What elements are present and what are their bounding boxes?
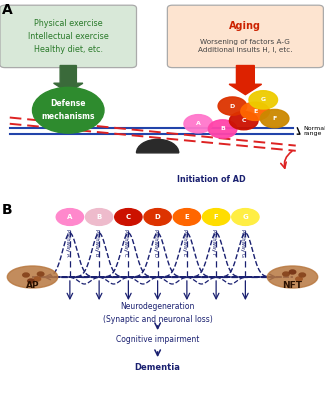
Text: Worsening of factors A-G
Additional insults H, I, etc.: Worsening of factors A-G Additional insu… [198, 38, 292, 53]
Circle shape [144, 209, 171, 226]
Ellipse shape [7, 266, 58, 288]
Text: G: G [261, 97, 266, 102]
Text: Physical exercise
Intellectual exercise
Healthy diet, etc.: Physical exercise Intellectual exercise … [28, 19, 109, 54]
Text: Dementia: Dementia [135, 362, 181, 372]
Text: A: A [2, 3, 12, 17]
Text: B: B [2, 203, 12, 217]
Circle shape [202, 209, 230, 226]
Ellipse shape [267, 266, 318, 288]
Text: F: F [214, 214, 218, 220]
Circle shape [37, 272, 44, 276]
Circle shape [229, 112, 258, 130]
Circle shape [299, 273, 305, 277]
Circle shape [208, 120, 237, 138]
Text: Pathway F: Pathway F [211, 229, 216, 256]
Circle shape [218, 97, 247, 115]
Text: Pathway D: Pathway D [153, 229, 158, 257]
Circle shape [173, 209, 201, 226]
Text: D: D [155, 214, 161, 220]
Text: Pathway E: Pathway E [182, 229, 187, 256]
Circle shape [260, 110, 289, 128]
Text: Pathway A: Pathway A [65, 229, 70, 256]
Text: AP: AP [26, 280, 39, 290]
Circle shape [115, 209, 142, 226]
Text: A: A [196, 121, 201, 126]
Text: D: D [230, 104, 235, 108]
Text: B: B [220, 126, 225, 132]
Circle shape [85, 209, 113, 226]
Text: C: C [241, 118, 246, 123]
Text: Cognitive impairment: Cognitive impairment [116, 334, 199, 344]
Circle shape [289, 270, 296, 274]
Circle shape [32, 87, 104, 133]
Circle shape [249, 91, 278, 109]
Wedge shape [136, 139, 179, 153]
FancyBboxPatch shape [0, 5, 136, 68]
Circle shape [296, 277, 302, 281]
Circle shape [28, 279, 34, 283]
Text: Pathway C: Pathway C [124, 229, 128, 256]
Circle shape [241, 102, 269, 120]
Circle shape [184, 115, 213, 133]
Circle shape [23, 273, 29, 277]
Text: Neurodegeneration
(Synaptic and neuronal loss): Neurodegeneration (Synaptic and neuronal… [103, 302, 213, 324]
Text: E: E [253, 109, 257, 114]
Circle shape [232, 209, 259, 226]
Circle shape [56, 209, 84, 226]
Text: Initiation of AD: Initiation of AD [177, 176, 246, 184]
Text: Pathway B: Pathway B [94, 229, 99, 256]
Circle shape [283, 272, 289, 276]
Text: B: B [97, 214, 102, 220]
Text: Aging: Aging [229, 21, 261, 31]
Circle shape [34, 277, 41, 281]
Text: G: G [242, 214, 248, 220]
Text: F: F [272, 116, 277, 121]
FancyArrow shape [229, 66, 262, 95]
Text: Normal
range: Normal range [303, 126, 325, 136]
FancyBboxPatch shape [167, 5, 323, 68]
Text: C: C [126, 214, 131, 220]
FancyArrow shape [54, 66, 83, 92]
Text: E: E [185, 214, 189, 220]
Text: NFT: NFT [282, 282, 303, 290]
Text: Defense
mechanisms: Defense mechanisms [42, 100, 95, 121]
Text: Pathway G: Pathway G [240, 229, 245, 257]
Text: A: A [67, 214, 72, 220]
